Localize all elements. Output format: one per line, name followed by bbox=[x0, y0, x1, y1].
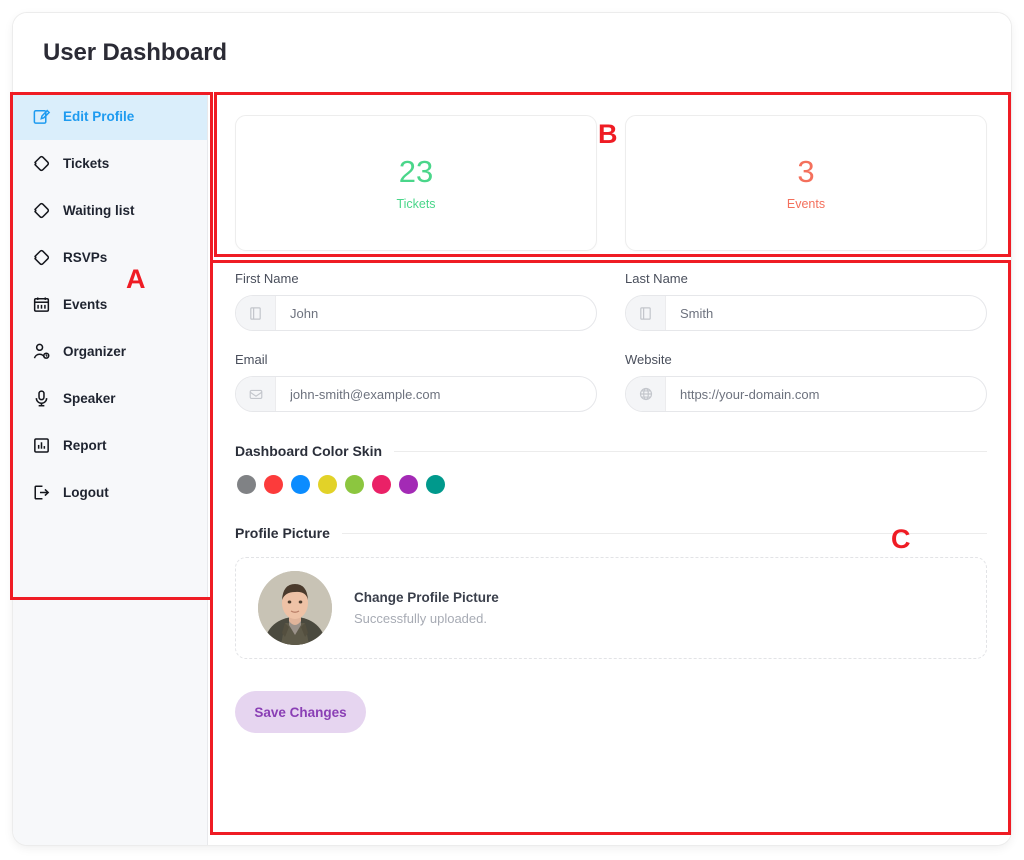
color-swatch-purple[interactable] bbox=[399, 475, 418, 494]
stats-row: 23 Tickets 3 Events bbox=[235, 115, 987, 251]
sidebar-item-speaker[interactable]: Speaker bbox=[13, 375, 207, 422]
stat-card-tickets[interactable]: 23 Tickets bbox=[235, 115, 597, 251]
sidebar-item-logout[interactable]: Logout bbox=[13, 469, 207, 516]
last-name-input[interactable] bbox=[666, 296, 986, 330]
edit-profile-icon bbox=[31, 107, 51, 127]
sidebar-item-label: Events bbox=[63, 297, 108, 312]
color-swatch-pink[interactable] bbox=[372, 475, 391, 494]
sidebar-item-waiting-list[interactable]: Waiting list bbox=[13, 187, 207, 234]
email-input-wrap[interactable] bbox=[235, 376, 597, 412]
change-profile-picture-label[interactable]: Change Profile Picture bbox=[354, 590, 499, 605]
ticket-icon bbox=[31, 201, 51, 221]
website-input[interactable] bbox=[666, 377, 986, 411]
profile-picture-heading-text: Profile Picture bbox=[235, 525, 330, 541]
bar-chart-icon bbox=[31, 436, 51, 456]
sidebar-item-label: Tickets bbox=[63, 156, 110, 171]
color-skin-swatches bbox=[235, 475, 987, 494]
sidebar-item-label: RSVPs bbox=[63, 250, 108, 265]
email-label: Email bbox=[235, 352, 268, 367]
field-first-name: First Name bbox=[235, 271, 597, 331]
stat-card-events[interactable]: 3 Events bbox=[625, 115, 987, 251]
field-website: Website bbox=[625, 352, 987, 412]
stat-value: 3 bbox=[797, 153, 815, 189]
color-skin-heading-text: Dashboard Color Skin bbox=[235, 443, 383, 459]
stat-label: Events bbox=[786, 196, 826, 211]
organizer-person-icon bbox=[31, 342, 51, 362]
stat-label: Tickets bbox=[396, 196, 436, 211]
last-name-label: Last Name bbox=[625, 271, 688, 286]
sidebar-item-label: Speaker bbox=[63, 391, 116, 406]
color-swatch-teal[interactable] bbox=[426, 475, 445, 494]
logout-icon bbox=[31, 483, 51, 503]
id-card-icon bbox=[236, 296, 276, 330]
first-name-input[interactable] bbox=[276, 296, 596, 330]
main-content: 23 Tickets 3 Events First Name Last Name bbox=[209, 93, 1011, 845]
form-row-contact: Email Website bbox=[235, 352, 987, 412]
envelope-icon bbox=[236, 377, 276, 411]
calendar-icon bbox=[31, 295, 51, 315]
last-name-input-wrap[interactable] bbox=[625, 295, 987, 331]
profile-picture-meta: Change Profile Picture Successfully uplo… bbox=[354, 590, 499, 626]
ticket-icon bbox=[31, 248, 51, 268]
sidebar-item-tickets[interactable]: Tickets bbox=[13, 140, 207, 187]
app-header: User Dashboard bbox=[13, 13, 1011, 93]
color-swatch-yellow[interactable] bbox=[318, 475, 337, 494]
color-swatch-red[interactable] bbox=[264, 475, 283, 494]
email-input[interactable] bbox=[276, 377, 596, 411]
color-swatch-blue[interactable] bbox=[291, 475, 310, 494]
sidebar-item-edit-profile[interactable]: Edit Profile bbox=[13, 93, 207, 140]
sidebar: Edit Profile Tickets Waiting list RSVPs Even… bbox=[13, 93, 208, 845]
sidebar-item-rsvps[interactable]: RSVPs bbox=[13, 234, 207, 281]
profile-form: First Name Last Name bbox=[235, 271, 987, 733]
stat-value: 23 bbox=[398, 153, 434, 189]
first-name-label: First Name bbox=[235, 271, 299, 286]
website-label: Website bbox=[625, 352, 672, 367]
profile-picture-dropzone[interactable]: Change Profile Picture Successfully uplo… bbox=[235, 557, 987, 659]
page-title: User Dashboard bbox=[43, 39, 227, 66]
profile-picture-heading: Profile Picture bbox=[235, 525, 987, 541]
microphone-icon bbox=[31, 389, 51, 409]
field-email: Email bbox=[235, 352, 597, 412]
app-window: User Dashboard Edit Profile Tickets Waitin… bbox=[13, 13, 1011, 845]
sidebar-item-label: Organizer bbox=[63, 344, 127, 359]
sidebar-item-label: Edit Profile bbox=[63, 109, 135, 124]
sidebar-item-report[interactable]: Report bbox=[13, 422, 207, 469]
form-row-names: First Name Last Name bbox=[235, 271, 987, 331]
sidebar-item-label: Report bbox=[63, 438, 107, 453]
sidebar-item-organizer[interactable]: Organizer bbox=[13, 328, 207, 375]
sidebar-item-events[interactable]: Events bbox=[13, 281, 207, 328]
globe-icon bbox=[626, 377, 666, 411]
website-input-wrap[interactable] bbox=[625, 376, 987, 412]
sidebar-item-label: Logout bbox=[63, 485, 109, 500]
divider bbox=[341, 532, 987, 534]
divider bbox=[394, 450, 987, 452]
color-skin-heading: Dashboard Color Skin bbox=[235, 443, 987, 459]
avatar[interactable] bbox=[258, 571, 332, 645]
upload-status-text: Successfully uploaded. bbox=[354, 611, 487, 626]
field-last-name: Last Name bbox=[625, 271, 987, 331]
sidebar-item-label: Waiting list bbox=[63, 203, 135, 218]
id-card-icon bbox=[626, 296, 666, 330]
save-changes-button[interactable]: Save Changes bbox=[235, 691, 366, 733]
color-swatch-gray[interactable] bbox=[237, 475, 256, 494]
first-name-input-wrap[interactable] bbox=[235, 295, 597, 331]
ticket-icon bbox=[31, 154, 51, 174]
color-swatch-green[interactable] bbox=[345, 475, 364, 494]
